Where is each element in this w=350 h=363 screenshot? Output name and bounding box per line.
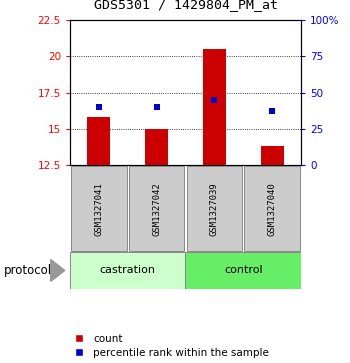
Text: GDS5301 / 1429804_PM_at: GDS5301 / 1429804_PM_at xyxy=(93,0,278,11)
Bar xyxy=(145,129,168,165)
Text: GSM1327041: GSM1327041 xyxy=(94,182,103,236)
Bar xyxy=(70,252,186,289)
Text: control: control xyxy=(224,265,262,276)
Text: protocol: protocol xyxy=(4,264,52,277)
Bar xyxy=(203,49,226,165)
Bar xyxy=(244,166,300,252)
Bar xyxy=(88,117,111,165)
Bar xyxy=(71,166,127,252)
Text: GSM1327040: GSM1327040 xyxy=(268,182,276,236)
Bar xyxy=(186,252,301,289)
Text: GSM1327042: GSM1327042 xyxy=(152,182,161,236)
Text: GSM1327039: GSM1327039 xyxy=(210,182,219,236)
Bar xyxy=(260,146,284,165)
Legend: count, percentile rank within the sample: count, percentile rank within the sample xyxy=(68,334,269,358)
Text: castration: castration xyxy=(100,265,156,276)
Polygon shape xyxy=(51,260,65,281)
Bar xyxy=(187,166,242,252)
Bar xyxy=(129,166,184,252)
